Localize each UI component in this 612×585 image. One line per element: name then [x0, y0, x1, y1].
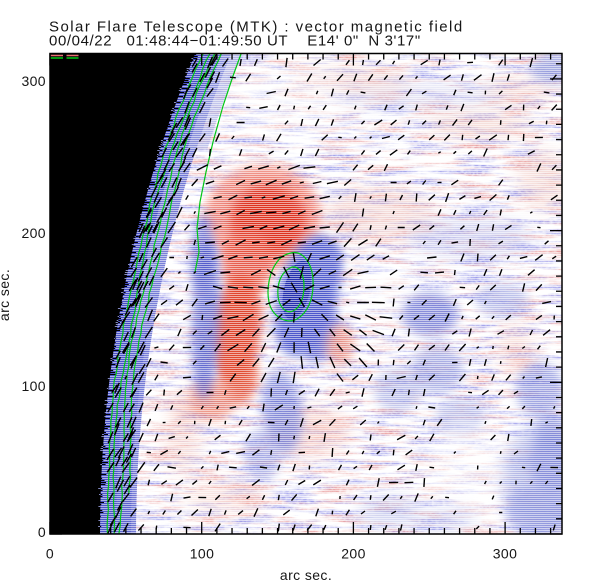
svg-text:arc sec.: arc sec.	[280, 567, 332, 583]
svg-text:300: 300	[493, 546, 518, 562]
svg-text:arc sec.: arc sec.	[0, 269, 12, 321]
svg-text:300: 300	[21, 73, 46, 89]
svg-text:100: 100	[21, 378, 46, 394]
svg-text:100: 100	[190, 546, 215, 562]
svg-text:00/04/22 01:48:44−01:49:50 U: 00/04/22 01:48:44−01:49:50 UT E14' 0" N …	[49, 32, 421, 49]
svg-text:0: 0	[38, 524, 46, 540]
svg-text:Solar Flare Telescope (MTK) :: Solar Flare Telescope (MTK) : vector mag…	[49, 19, 464, 36]
svg-text:200: 200	[341, 546, 366, 562]
svg-text:0: 0	[46, 546, 54, 562]
svg-text:200: 200	[21, 225, 46, 241]
